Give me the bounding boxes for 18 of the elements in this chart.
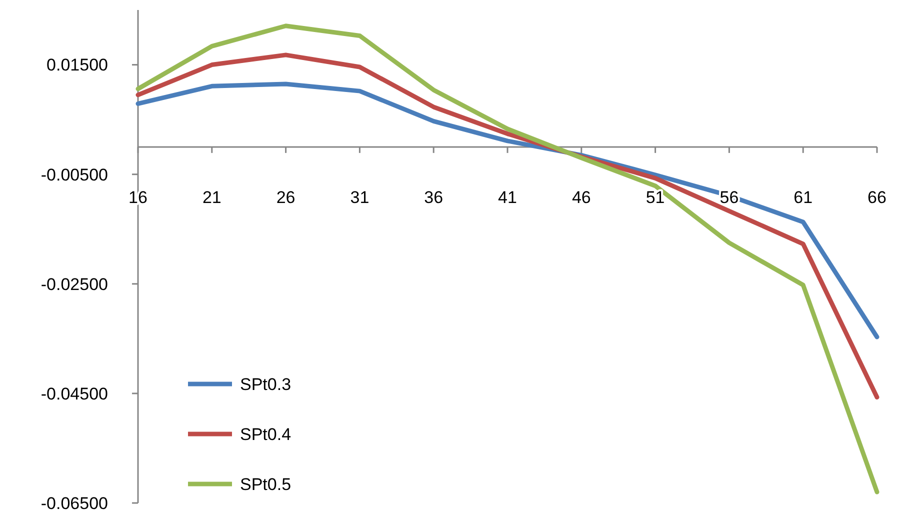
- legend-label: SPt0.5: [240, 474, 292, 494]
- x-tick-label: 61: [794, 188, 813, 207]
- y-tick-label: -0.04500: [40, 384, 108, 404]
- y-tick-label: -0.02500: [40, 274, 108, 294]
- x-tick-label: 41: [498, 188, 517, 207]
- x-tick-label: 66: [868, 188, 886, 207]
- x-tick-label: 46: [572, 188, 591, 207]
- legend-label: SPt0.4: [240, 424, 292, 444]
- x-tick-label: 51: [646, 188, 665, 207]
- x-tick-label: 36: [424, 188, 444, 207]
- x-tick-label: 21: [202, 188, 222, 207]
- y-tick-label: -0.00500: [40, 165, 108, 184]
- x-tick-label: 31: [350, 188, 370, 207]
- x-tick-label: 16: [128, 188, 148, 207]
- y-tick-label: -0.06500: [40, 494, 108, 513]
- y-tick-label: 0.01500: [46, 56, 108, 75]
- legend-label: SPt0.3: [240, 374, 292, 394]
- x-tick-label: 26: [276, 188, 296, 207]
